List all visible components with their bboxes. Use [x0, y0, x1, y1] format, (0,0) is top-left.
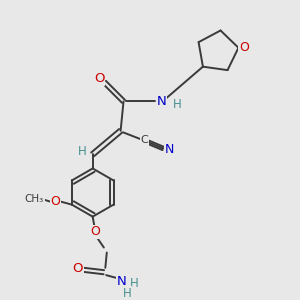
Text: O: O [51, 195, 61, 208]
Text: O: O [239, 41, 249, 54]
Text: H: H [78, 145, 87, 158]
Text: methoxy: methoxy [31, 197, 37, 199]
Text: O: O [90, 225, 100, 239]
Text: H: H [130, 278, 139, 290]
Text: N: N [165, 143, 174, 156]
Text: N: N [117, 274, 126, 287]
Text: CH₃: CH₃ [25, 194, 44, 204]
Text: O: O [94, 72, 104, 85]
Text: N: N [157, 95, 166, 108]
Text: C: C [140, 135, 148, 145]
Text: H: H [173, 98, 182, 111]
Text: O: O [73, 262, 83, 275]
Text: H: H [122, 287, 131, 300]
